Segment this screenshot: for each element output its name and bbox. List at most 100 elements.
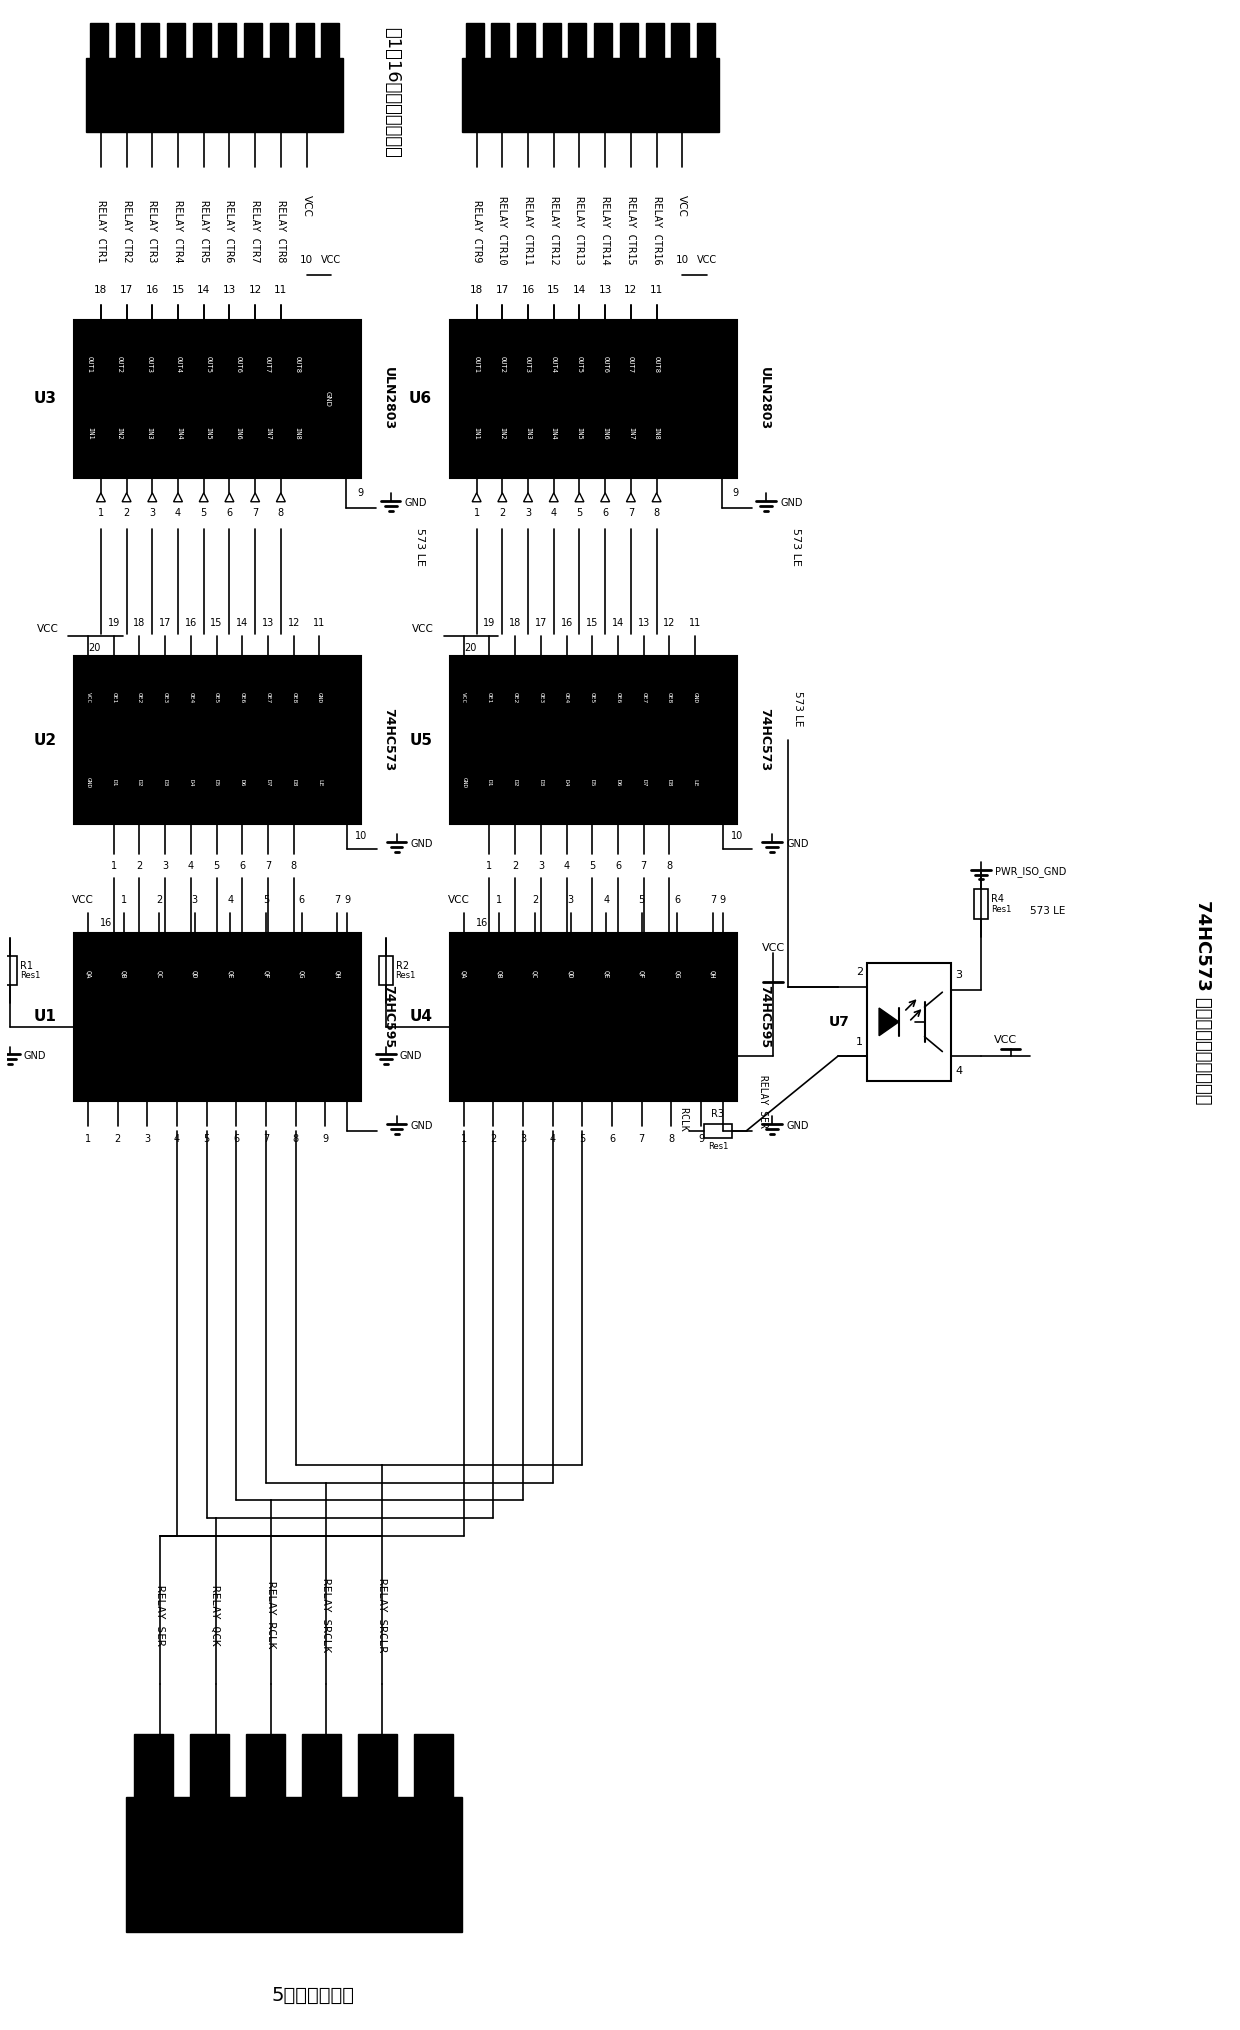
Polygon shape — [224, 493, 234, 501]
Text: 20: 20 — [88, 644, 100, 654]
Text: 3: 3 — [538, 861, 544, 871]
Text: D8: D8 — [291, 780, 296, 786]
Text: 10: 10 — [676, 256, 689, 266]
Text: D6: D6 — [615, 780, 620, 786]
Text: OE6: OE6 — [239, 692, 244, 702]
Text: D7: D7 — [265, 780, 270, 786]
Bar — [244, 22, 262, 59]
Text: D3: D3 — [538, 780, 543, 786]
Bar — [450, 934, 737, 1100]
Bar — [115, 22, 134, 59]
Text: 5: 5 — [589, 861, 595, 871]
Text: 5: 5 — [263, 895, 269, 905]
Text: 13: 13 — [599, 284, 611, 294]
Text: 3: 3 — [149, 508, 155, 518]
Text: OE4: OE4 — [188, 692, 193, 702]
Bar — [414, 1734, 454, 1797]
Text: QE: QE — [227, 970, 233, 978]
Text: U1: U1 — [33, 1009, 56, 1025]
Text: U3: U3 — [33, 392, 56, 406]
Text: 12: 12 — [288, 619, 300, 629]
Text: 7: 7 — [252, 508, 258, 518]
Text: QB: QB — [120, 970, 126, 978]
Text: OE3: OE3 — [538, 692, 543, 702]
Text: 573 LE: 573 LE — [794, 690, 804, 727]
Text: OUT7: OUT7 — [627, 355, 634, 374]
Text: 16: 16 — [521, 284, 534, 294]
Text: 15: 15 — [547, 284, 560, 294]
Polygon shape — [472, 493, 481, 501]
Text: D2: D2 — [512, 780, 517, 786]
Text: OUT4: OUT4 — [176, 355, 182, 374]
Text: 18: 18 — [510, 619, 521, 629]
Text: OE7: OE7 — [265, 692, 270, 702]
Text: RELAY CTR2: RELAY CTR2 — [122, 199, 131, 262]
Text: 16: 16 — [476, 918, 487, 928]
Text: RELAY QCK: RELAY QCK — [211, 1585, 221, 1646]
Bar — [321, 22, 340, 59]
Text: OE8: OE8 — [667, 692, 672, 702]
Text: GND: GND — [410, 838, 433, 849]
Text: 2: 2 — [512, 861, 518, 871]
Text: 6: 6 — [227, 508, 232, 518]
Bar — [295, 22, 314, 59]
Text: D7: D7 — [641, 780, 646, 786]
Text: QB: QB — [496, 970, 502, 978]
Text: VCC: VCC — [321, 256, 341, 266]
Text: 4: 4 — [227, 895, 233, 905]
Text: 6: 6 — [299, 895, 305, 905]
Text: LE: LE — [693, 780, 698, 786]
Text: 4: 4 — [549, 1133, 556, 1143]
Text: RELAY CTR14: RELAY CTR14 — [600, 197, 610, 266]
Text: 74HC595: 74HC595 — [382, 985, 396, 1047]
Text: 5: 5 — [213, 861, 219, 871]
Text: 6: 6 — [239, 861, 246, 871]
Bar — [246, 1734, 285, 1797]
Text: 3: 3 — [520, 1133, 526, 1143]
Polygon shape — [575, 493, 584, 501]
Text: GND: GND — [317, 692, 322, 702]
Text: 11: 11 — [650, 284, 663, 294]
Polygon shape — [200, 493, 208, 501]
Text: 2: 2 — [136, 861, 143, 871]
Text: 4: 4 — [551, 508, 557, 518]
Text: R1: R1 — [20, 960, 32, 970]
Text: OE5: OE5 — [590, 692, 595, 702]
Text: GND: GND — [786, 1121, 808, 1131]
Text: 20: 20 — [464, 644, 476, 654]
Text: QA: QA — [461, 970, 466, 978]
Bar — [646, 22, 663, 59]
Text: QE: QE — [603, 970, 609, 978]
Text: 1: 1 — [486, 861, 492, 871]
Bar — [450, 656, 737, 824]
Text: 1: 1 — [856, 1037, 863, 1047]
Text: 5: 5 — [203, 1133, 210, 1143]
Text: 9: 9 — [322, 1133, 329, 1143]
Text: OUT1: OUT1 — [87, 355, 93, 374]
Text: 5: 5 — [577, 508, 583, 518]
Text: 7: 7 — [627, 508, 634, 518]
Text: VCC: VCC — [448, 895, 470, 905]
Text: PWR_ISO_GND: PWR_ISO_GND — [994, 867, 1066, 877]
Polygon shape — [97, 493, 105, 501]
Text: VCC: VCC — [301, 195, 311, 217]
Bar — [620, 22, 637, 59]
Bar — [461, 59, 719, 132]
Text: D3: D3 — [162, 780, 167, 786]
Text: 1: 1 — [496, 895, 502, 905]
Text: 8: 8 — [666, 861, 672, 871]
Bar — [378, 956, 393, 985]
Bar — [86, 59, 343, 132]
Text: 2: 2 — [500, 508, 506, 518]
Polygon shape — [148, 493, 156, 501]
Bar — [74, 934, 361, 1100]
Text: VCC: VCC — [761, 942, 785, 952]
Bar — [450, 321, 737, 477]
Text: 3: 3 — [144, 1133, 150, 1143]
Bar — [671, 22, 689, 59]
Text: U6: U6 — [409, 392, 432, 406]
Text: 8: 8 — [293, 1133, 299, 1143]
Text: 2: 2 — [532, 895, 538, 905]
Text: 17: 17 — [496, 284, 508, 294]
Text: QH: QH — [335, 970, 340, 978]
